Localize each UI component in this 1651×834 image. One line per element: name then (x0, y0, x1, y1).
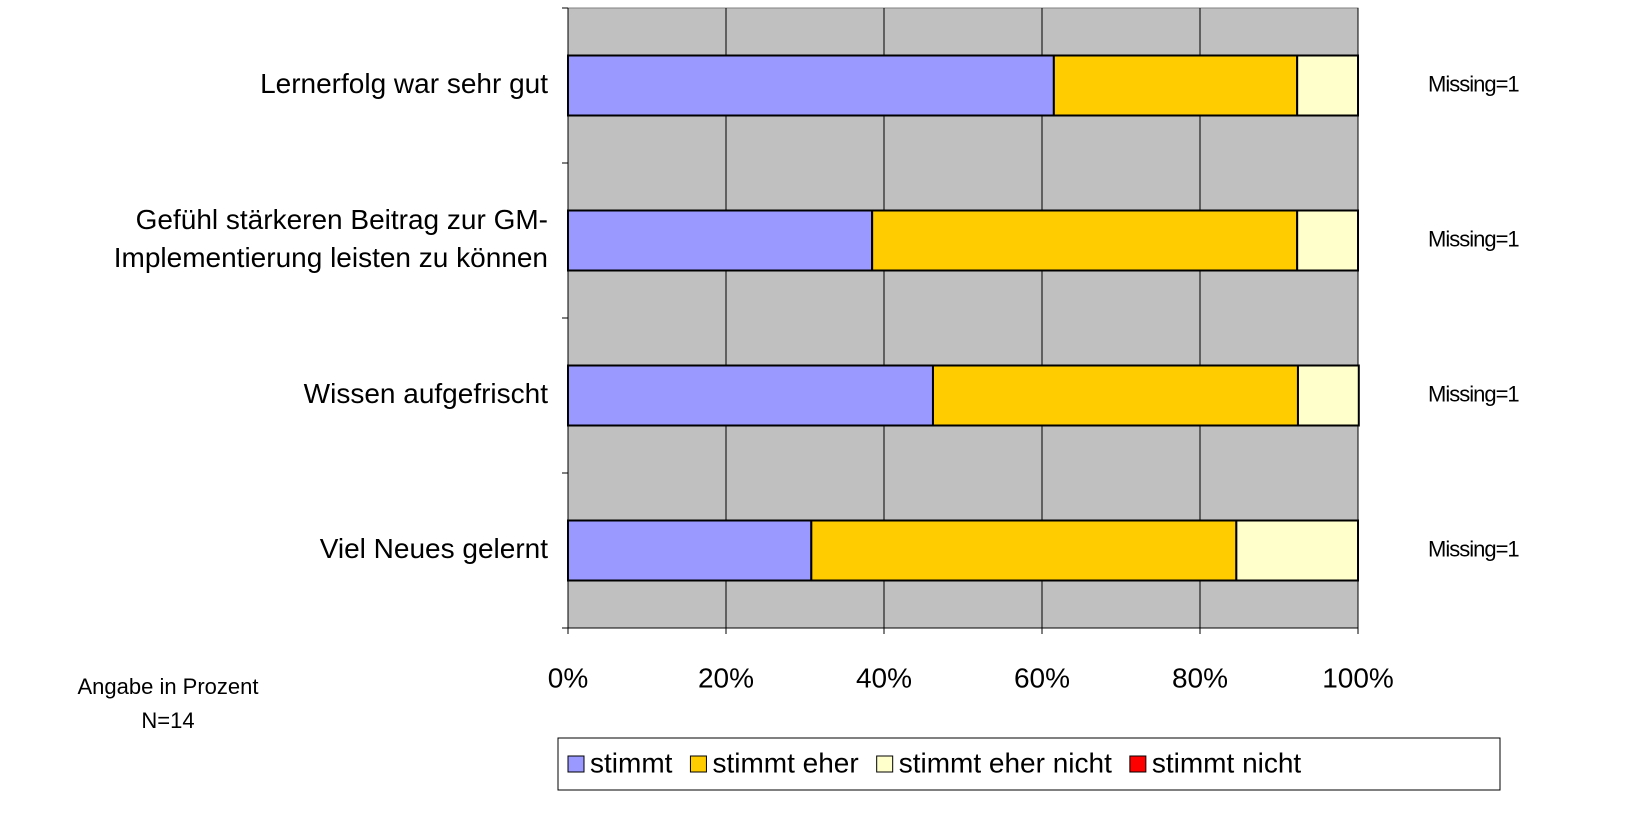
category-label: Wissen aufgefrischt (304, 378, 549, 409)
bar-segment (1296, 209, 1360, 272)
bar-segment (1052, 54, 1299, 117)
bar-segment (567, 519, 813, 582)
legend-label: stimmt eher (712, 747, 858, 778)
legend-label: stimmt eher nicht (899, 747, 1112, 778)
row-annotation: Missing=1 (1428, 71, 1519, 96)
bar-segment (1296, 364, 1360, 427)
row-annotation: Missing=1 (1428, 226, 1519, 251)
x-tick-label: 60% (1014, 662, 1070, 693)
legend-swatch (876, 755, 894, 773)
x-tick-label: 20% (698, 662, 754, 693)
bar-segment (1235, 519, 1359, 582)
bar-segment (1296, 54, 1360, 117)
category-label: Gefühl stärkeren Beitrag zur GM- (136, 204, 548, 235)
legend-swatch (689, 755, 707, 773)
footnote: Angabe in Prozent (77, 674, 258, 699)
x-tick-label: 80% (1172, 662, 1228, 693)
bar-segment (567, 364, 934, 427)
x-tick-label: 0% (548, 662, 588, 693)
legend-swatch (1129, 755, 1147, 773)
x-tick-label: 40% (856, 662, 912, 693)
bar-segment (567, 209, 874, 272)
legend-swatch (567, 755, 585, 773)
category-label: Implementierung leisten zu können (114, 242, 548, 273)
legend (557, 737, 1501, 791)
row-annotation: Missing=1 (1428, 381, 1519, 406)
legend-label: stimmt nicht (1152, 747, 1302, 778)
bar-segment (931, 364, 1299, 427)
footnote: N=14 (141, 708, 194, 733)
legend-label: stimmt (590, 747, 673, 778)
category-label: Lernerfolg war sehr gut (260, 68, 548, 99)
x-tick-label: 100% (1322, 662, 1394, 693)
bar-segment (871, 209, 1299, 272)
bar-segment (810, 519, 1238, 582)
row-annotation: Missing=1 (1428, 536, 1519, 561)
bar-segment (567, 54, 1055, 117)
category-label: Viel Neues gelernt (320, 533, 549, 564)
